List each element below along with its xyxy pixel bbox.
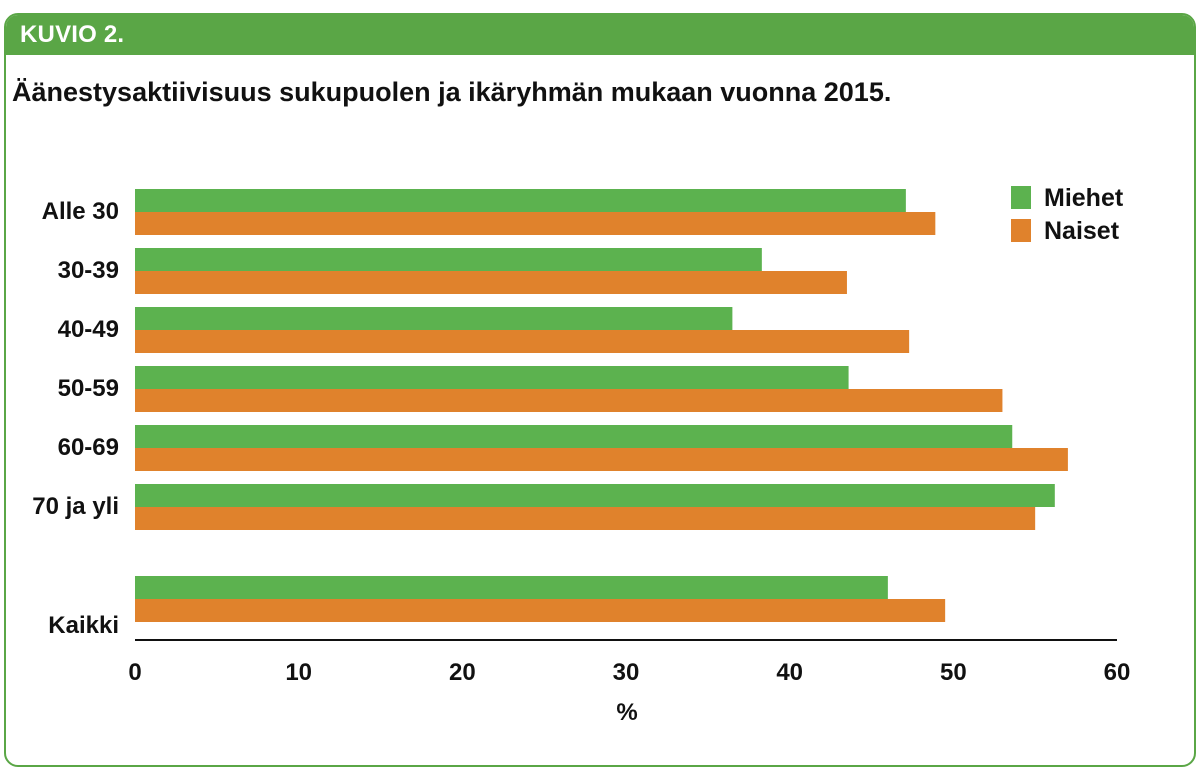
bar-series-1-6 [135,576,888,599]
legend-swatch [1011,186,1031,209]
bar-series-2-0 [135,212,936,235]
x-tick-label: 0 [128,659,141,686]
category-label: 50-59 [58,375,119,402]
figure-header-band: KUVIO 2. [6,15,1194,55]
bar-series-2-5 [135,507,1036,530]
bar-series-1-0 [135,189,906,212]
x-tick-label: 30 [613,659,640,686]
x-tick-label: 40 [776,659,803,686]
bar-series-1-3 [135,366,849,389]
legend-swatch [1011,219,1031,242]
bar-series-2-6 [135,599,946,622]
category-label: 40-49 [58,316,119,343]
legend-label: Miehet [1044,184,1124,212]
x-tick-label: 20 [449,659,476,686]
x-tick-label: 50 [940,659,967,686]
bar-series-2-4 [135,448,1068,471]
bar-series-1-4 [135,425,1013,448]
x-tick-label: 60 [1104,659,1131,686]
bar-series-1-5 [135,484,1055,507]
legend-label: Naiset [1044,217,1120,245]
x-axis-label: % [616,699,637,726]
category-label: 30-39 [58,257,119,284]
chart-title: Äänestysaktiivisuus sukupuolen ja ikäryh… [12,77,892,107]
bar-series-1-1 [135,248,762,271]
category-label: Kaikki [48,612,119,639]
bar-series-2-2 [135,330,910,353]
category-label: 60-69 [58,434,119,461]
category-label: 70 ja yli [32,493,119,520]
bar-series-1-2 [135,307,733,330]
x-tick-label: 10 [285,659,312,686]
figure-label: KUVIO 2. [20,21,125,48]
bar-series-2-3 [135,389,1003,412]
category-label: Alle 30 [42,198,119,225]
bar-series-2-1 [135,271,847,294]
